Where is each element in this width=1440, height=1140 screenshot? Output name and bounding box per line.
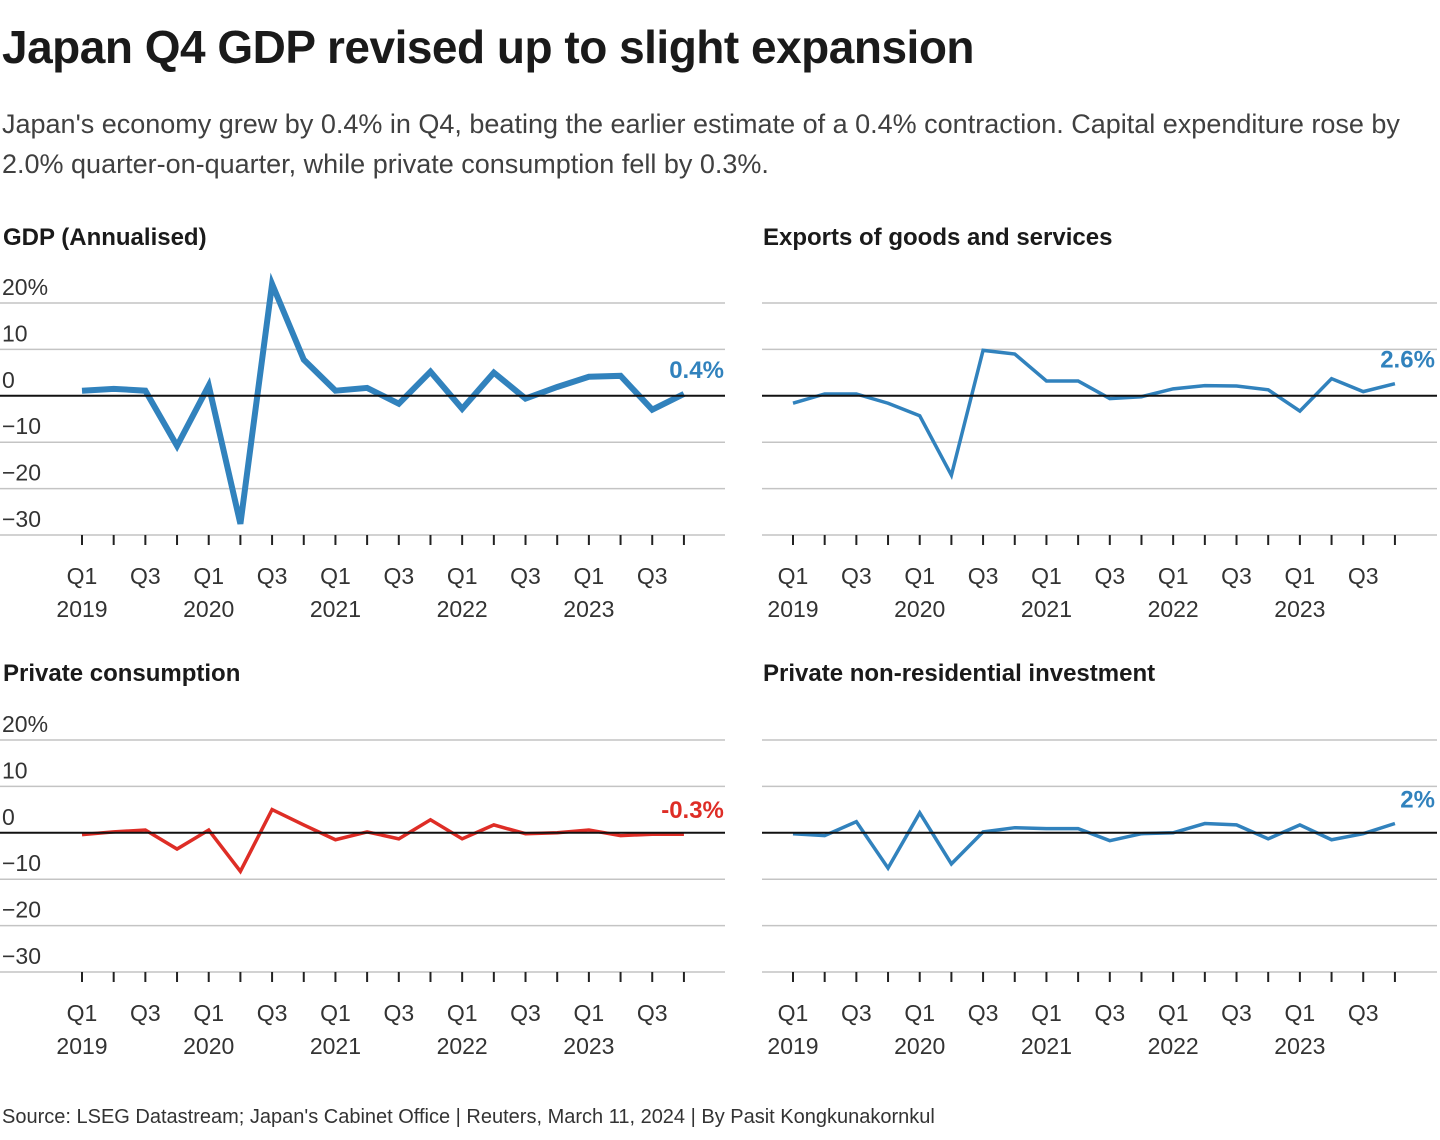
- x-tick-year-label: 2019: [56, 1033, 107, 1059]
- x-tick-year-label: 2020: [894, 596, 945, 622]
- source-footer: Source: LSEG Datastream; Japan's Cabinet…: [2, 1106, 935, 1128]
- chart-title-investment: Private non-residential investment: [763, 660, 1156, 687]
- x-tick-label: Q3: [841, 1000, 872, 1026]
- y-tick-label: −10: [2, 413, 41, 439]
- y-tick-label: −30: [2, 506, 41, 532]
- page-title: Japan Q4 GDP revised up to slight expans…: [2, 21, 975, 73]
- y-tick-label: −20: [2, 897, 41, 923]
- x-tick-label: Q3: [383, 563, 414, 589]
- chart-title-gdp: GDP (Annualised): [3, 224, 207, 251]
- x-tick-label: Q3: [130, 1000, 161, 1026]
- series-line: [81, 807, 684, 875]
- x-tick-label: Q1: [574, 1000, 605, 1026]
- x-tick-label: Q1: [1158, 1000, 1189, 1026]
- x-tick-label: Q1: [1031, 1000, 1062, 1026]
- x-tick-year-label: 2022: [1148, 1033, 1199, 1059]
- y-tick-label: −30: [2, 943, 41, 969]
- y-tick-label: 20%: [2, 711, 48, 737]
- x-tick-label: Q3: [637, 1000, 668, 1026]
- end-value-label: -0.3%: [661, 797, 724, 824]
- x-tick-year-label: 2023: [1274, 596, 1325, 622]
- x-tick-label: Q1: [193, 563, 224, 589]
- x-tick-year-label: 2021: [310, 1033, 361, 1059]
- x-tick-label: Q3: [841, 563, 872, 589]
- x-tick-label: Q1: [320, 563, 351, 589]
- x-tick-year-label: 2022: [437, 596, 488, 622]
- chart-title-exports: Exports of goods and services: [763, 224, 1113, 251]
- x-tick-label: Q1: [320, 1000, 351, 1026]
- x-tick-label: Q3: [383, 1000, 414, 1026]
- chart-title-consumption: Private consumption: [3, 660, 241, 687]
- x-tick-year-label: 2019: [767, 1033, 818, 1059]
- x-tick-label: Q3: [1348, 1000, 1379, 1026]
- x-tick-year-label: 2019: [56, 596, 107, 622]
- x-tick-label: Q1: [67, 563, 98, 589]
- x-tick-label: Q1: [193, 1000, 224, 1026]
- x-tick-label: Q1: [1285, 1000, 1316, 1026]
- y-tick-label: 10: [2, 320, 28, 346]
- y-tick-label: 20%: [2, 274, 48, 300]
- y-tick-label: 0: [2, 367, 15, 393]
- x-tick-label: Q1: [574, 563, 605, 589]
- x-tick-label: Q1: [67, 1000, 98, 1026]
- x-tick-label: Q3: [637, 563, 668, 589]
- x-tick-year-label: 2021: [1021, 596, 1072, 622]
- x-tick-label: Q3: [968, 1000, 999, 1026]
- x-tick-year-label: 2023: [563, 1033, 614, 1059]
- y-tick-label: 10: [2, 757, 28, 783]
- x-tick-label: Q1: [904, 1000, 935, 1026]
- series-line: [792, 348, 1396, 480]
- x-tick-year-label: 2023: [1274, 1033, 1325, 1059]
- x-tick-label: Q1: [1158, 563, 1189, 589]
- x-tick-label: Q1: [447, 1000, 478, 1026]
- x-tick-year-label: 2021: [1021, 1033, 1072, 1059]
- x-tick-year-label: 2020: [894, 1033, 945, 1059]
- x-tick-label: Q1: [447, 563, 478, 589]
- y-tick-label: 0: [2, 804, 15, 830]
- series-line: [792, 809, 1396, 872]
- subtitle: Japan's economy grew by 0.4% in Q4, beat…: [2, 109, 1400, 179]
- x-tick-label: Q3: [510, 1000, 541, 1026]
- x-tick-label: Q3: [1221, 563, 1252, 589]
- x-tick-label: Q1: [778, 563, 809, 589]
- x-tick-label: Q3: [1221, 1000, 1252, 1026]
- x-tick-year-label: 2020: [183, 596, 234, 622]
- y-tick-label: −20: [2, 460, 41, 486]
- y-tick-label: −10: [2, 850, 41, 876]
- end-value-label: 0.4%: [669, 357, 724, 384]
- x-tick-year-label: 2023: [563, 596, 614, 622]
- x-tick-year-label: 2022: [1148, 596, 1199, 622]
- x-tick-label: Q1: [778, 1000, 809, 1026]
- x-tick-label: Q3: [1094, 1000, 1125, 1026]
- x-tick-label: Q1: [1285, 563, 1316, 589]
- x-tick-label: Q3: [1094, 563, 1125, 589]
- x-tick-label: Q3: [257, 563, 288, 589]
- x-tick-label: Q3: [130, 563, 161, 589]
- x-tick-label: Q1: [904, 563, 935, 589]
- x-tick-year-label: 2020: [183, 1033, 234, 1059]
- x-tick-label: Q1: [1031, 563, 1062, 589]
- end-value-label: 2.6%: [1380, 347, 1435, 374]
- x-tick-label: Q3: [968, 563, 999, 589]
- end-value-label: 2%: [1400, 787, 1435, 814]
- x-tick-label: Q3: [510, 563, 541, 589]
- x-tick-year-label: 2019: [767, 596, 818, 622]
- x-tick-label: Q3: [257, 1000, 288, 1026]
- x-tick-year-label: 2022: [437, 1033, 488, 1059]
- x-tick-year-label: 2021: [310, 596, 361, 622]
- x-tick-label: Q3: [1348, 563, 1379, 589]
